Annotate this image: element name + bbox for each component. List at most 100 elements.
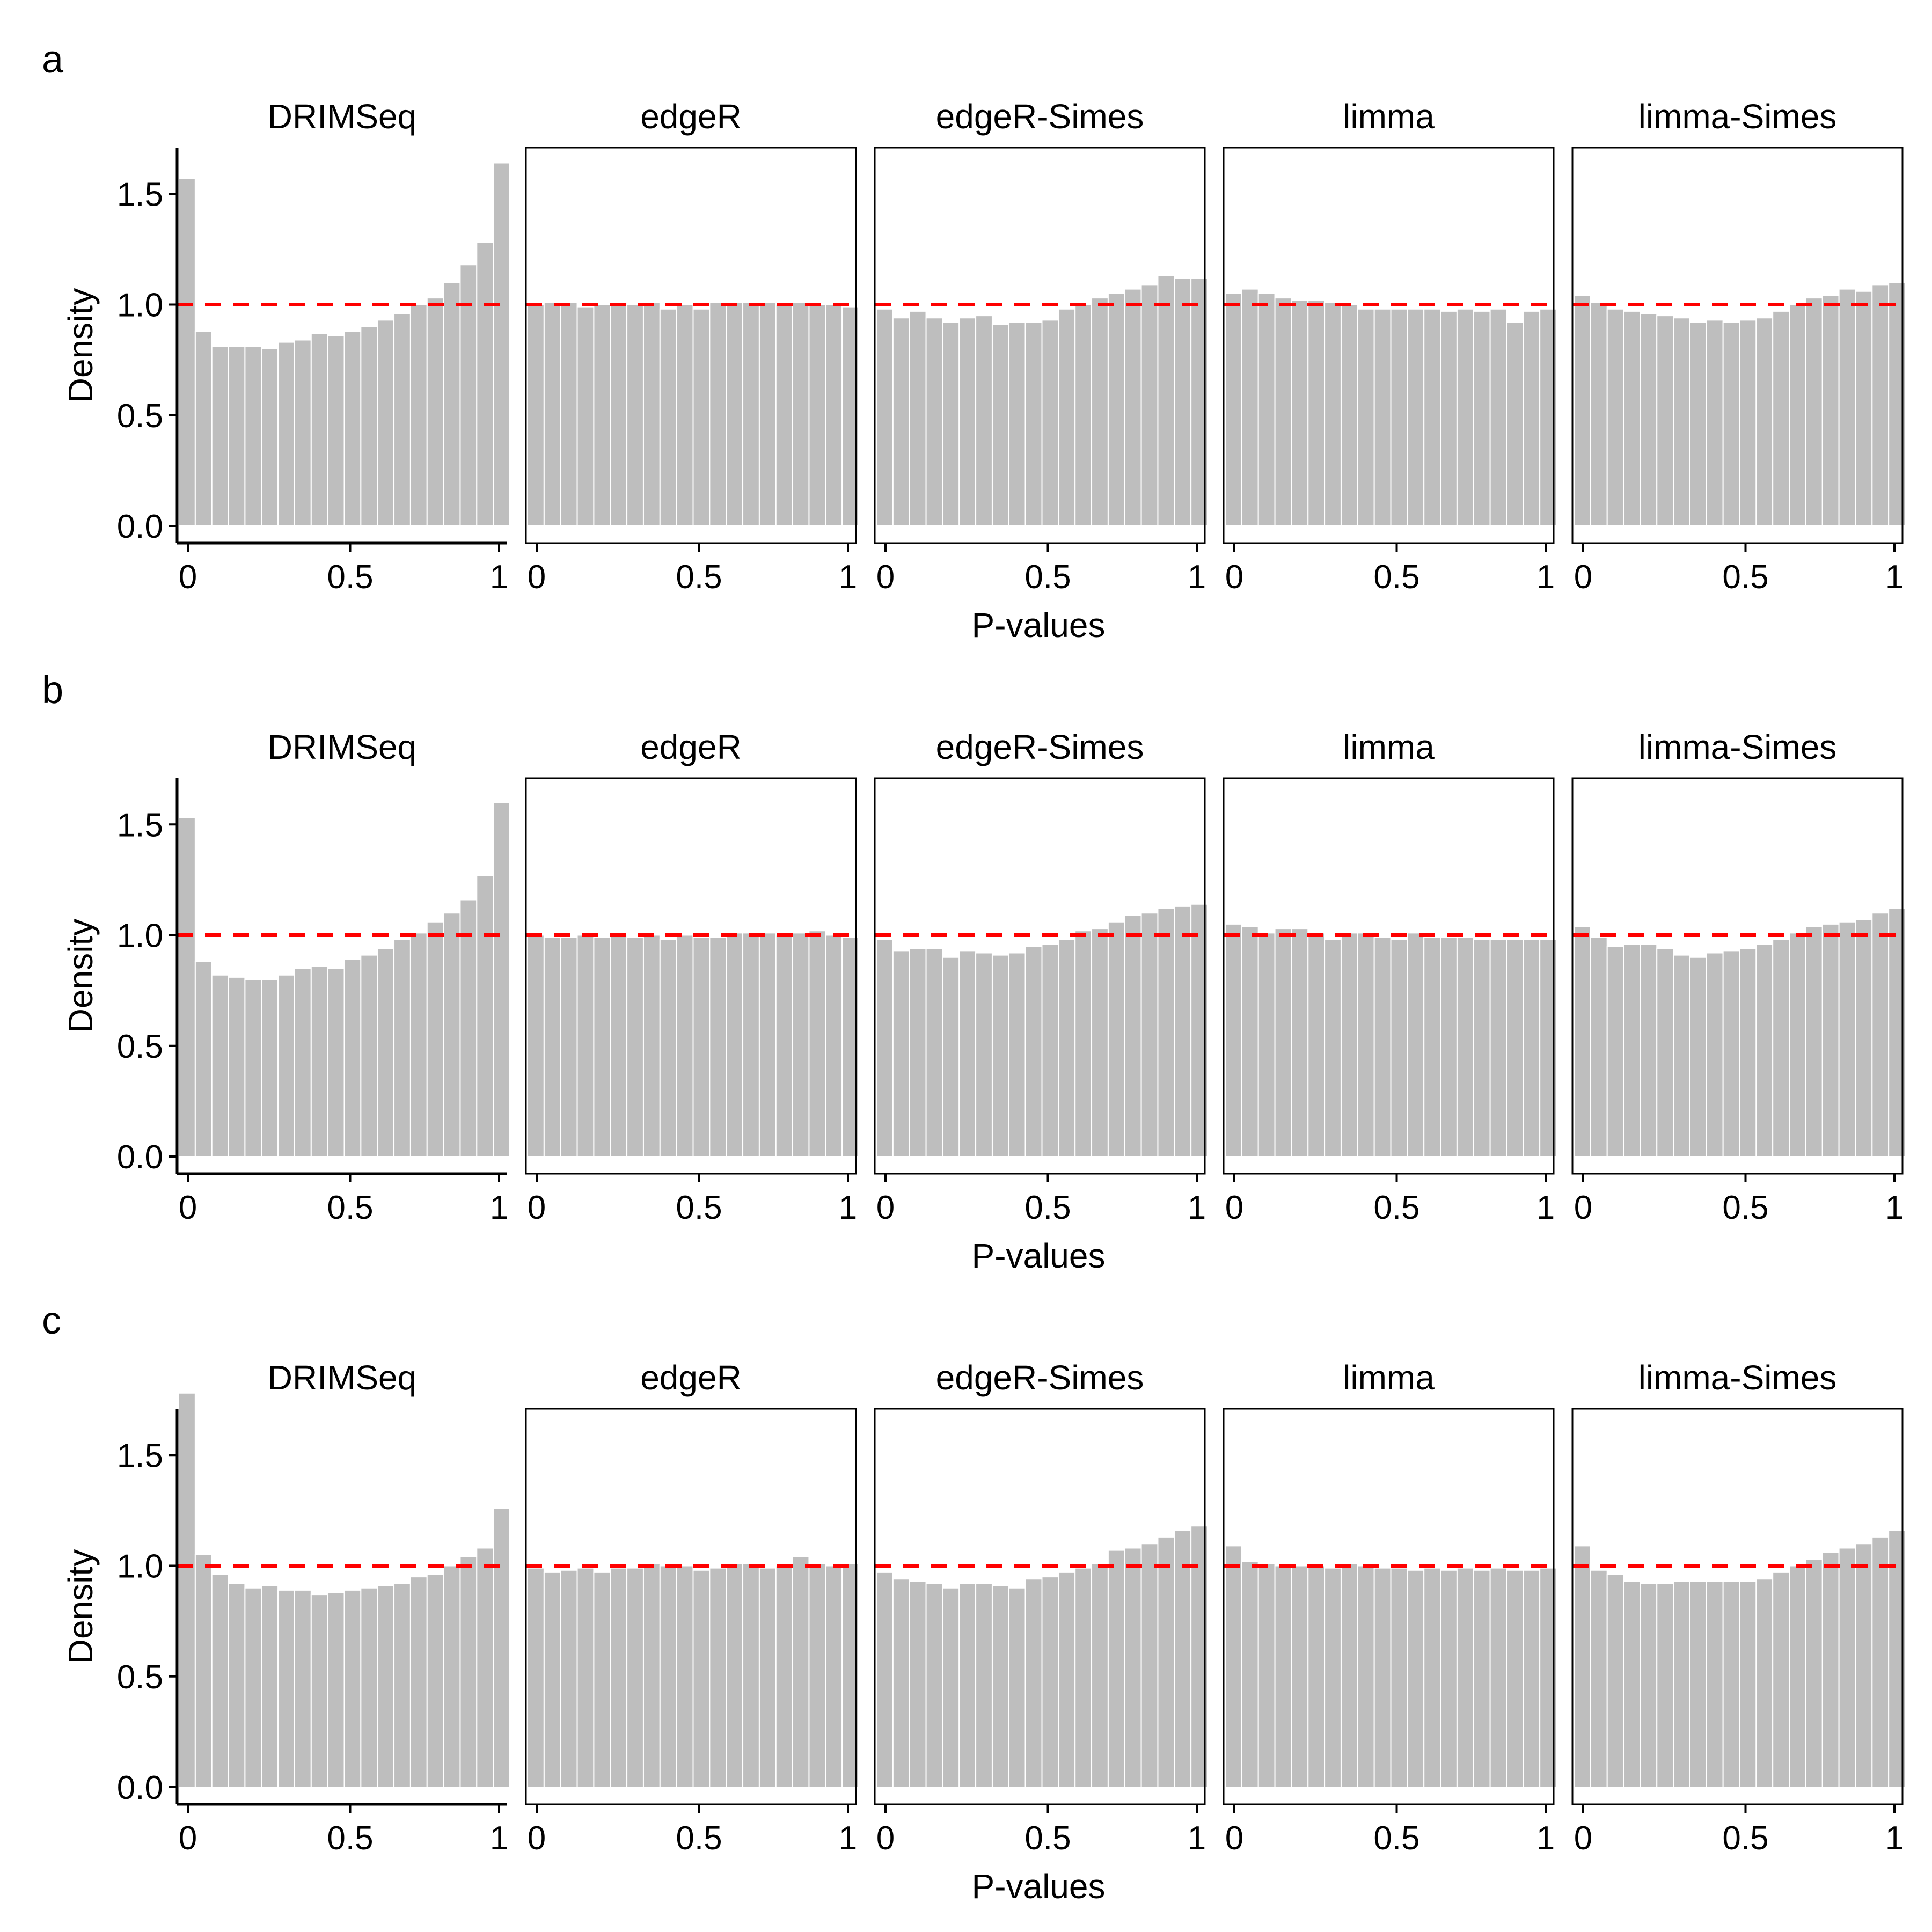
histogram-bar: [1523, 1569, 1541, 1788]
x-tick-label: 0.5: [1373, 1820, 1419, 1857]
histogram-bar: [1871, 1536, 1890, 1788]
histogram-bar: [178, 817, 196, 1157]
x-tick-label: 0: [1225, 1189, 1243, 1226]
histogram-bar: [1871, 912, 1890, 1157]
histogram-bar: [377, 1585, 395, 1788]
histogram-bar: [1241, 926, 1259, 1157]
x-tick-label: 0: [876, 559, 895, 596]
histogram-bar: [692, 1569, 711, 1788]
facet-frame: [525, 147, 857, 544]
histogram-bar: [459, 1556, 478, 1788]
x-tick-label: 0: [1574, 1189, 1592, 1226]
histogram-bar: [1140, 912, 1159, 1157]
histogram-bar: [1307, 299, 1326, 526]
histogram-bar: [709, 936, 727, 1157]
x-tick-label: 1: [490, 1820, 508, 1857]
histogram-bar: [876, 1571, 894, 1788]
histogram-bar: [1590, 936, 1608, 1157]
histogram-bar: [1140, 1543, 1159, 1788]
histogram-bar: [1574, 1545, 1591, 1788]
histogram-bar: [610, 302, 628, 526]
facet-edger-simes: edgeR-Simes 0 0.5 1: [874, 728, 1208, 1226]
histogram-bar: [1124, 1547, 1142, 1788]
histogram-bar: [1058, 1571, 1076, 1788]
facet-frame: [1223, 1408, 1555, 1805]
histogram-bar: [393, 313, 411, 526]
x-tick-label: 1: [839, 1820, 857, 1857]
histogram-bar: [991, 324, 1009, 526]
histogram-bar: [659, 939, 677, 1157]
histogram-bar: [1523, 939, 1541, 1157]
histogram-bar: [543, 1571, 561, 1788]
histogram-bar: [576, 1567, 595, 1788]
histogram-bar: [443, 1565, 461, 1788]
y-tick-label: 1.0: [117, 287, 163, 324]
histogram-bar: [1041, 943, 1059, 1157]
histogram-bar: [709, 1567, 727, 1788]
histogram-bar: [626, 304, 644, 526]
x-axis-title: P-values: [972, 1867, 1106, 1906]
x-tick-label: 1: [1885, 1189, 1904, 1226]
histogram-bar: [1407, 308, 1425, 526]
x-tick-label: 0.5: [1024, 1820, 1071, 1857]
histogram-bar: [459, 264, 478, 526]
x-tick-label: 0.5: [676, 1820, 722, 1857]
facet-limma-simes: limma-Simes 0 0.5 1: [1571, 1358, 1906, 1857]
histogram-bar: [560, 1569, 578, 1788]
x-tick-label: 0: [528, 1189, 546, 1226]
histogram-bar: [1722, 321, 1740, 526]
x-tick-label: 1: [839, 1189, 857, 1226]
histogram-bar: [1440, 936, 1458, 1157]
histogram-bar: [1225, 923, 1242, 1157]
histogram-bar: [1157, 1536, 1175, 1788]
histogram-bar: [327, 335, 345, 526]
histogram-bar: [709, 302, 727, 526]
histogram-bar: [1373, 936, 1392, 1157]
histogram-bar: [1739, 319, 1757, 526]
histogram-bar: [642, 1563, 661, 1788]
histogram-bar: [1257, 292, 1276, 526]
histogram-bar: [1489, 939, 1507, 1157]
histogram-bar: [876, 308, 894, 526]
x-tick-label: 1: [1188, 1820, 1206, 1857]
histogram-bar: [1656, 1583, 1674, 1788]
histogram-bar: [1423, 1567, 1441, 1788]
histogram-bar: [1324, 1567, 1342, 1788]
histogram-bar: [742, 302, 760, 526]
x-tick-label: 0.5: [1373, 1189, 1419, 1226]
histogram-bar: [194, 1554, 213, 1788]
histogram-bar: [1789, 1565, 1806, 1788]
histogram-bar: [1340, 932, 1358, 1157]
facet-edger: edgeR 0 0.5 1: [525, 97, 860, 596]
x-tick-label: 1: [1885, 1820, 1904, 1857]
histogram-bar: [1656, 315, 1674, 526]
histogram-bar: [527, 934, 545, 1157]
histogram-bar: [459, 899, 478, 1157]
histogram-bar: [393, 939, 411, 1157]
histogram-bar: [1590, 1569, 1608, 1788]
histogram-bar: [642, 302, 661, 526]
histogram-bar: [1307, 1565, 1326, 1788]
histogram-bar: [1673, 317, 1690, 526]
histogram-bar: [1722, 950, 1740, 1157]
histogram-bar: [909, 1580, 927, 1788]
histogram-bar: [958, 950, 977, 1157]
histogram-bar: [775, 934, 793, 1157]
histogram-bar: [1656, 948, 1674, 1157]
histogram-bar: [1821, 295, 1840, 526]
x-tick-label: 1: [490, 1189, 508, 1226]
histogram-bar: [942, 321, 960, 526]
histogram-bar: [808, 1563, 826, 1788]
histogram-bar: [493, 802, 511, 1157]
facet-edger-simes: edgeR-Simes 0 0.5 1: [874, 1358, 1208, 1857]
histogram-bar: [443, 282, 461, 526]
histogram-bar: [1838, 288, 1856, 526]
x-tick-label: 1: [1188, 559, 1206, 596]
y-axis-title: Density: [61, 288, 100, 402]
histogram-bar: [1855, 919, 1873, 1157]
histogram-bar: [1307, 932, 1326, 1157]
histogram-bar: [892, 317, 910, 526]
histogram-bar: [377, 319, 395, 526]
histogram-bar: [775, 1565, 793, 1788]
histogram-bar: [527, 1567, 545, 1788]
